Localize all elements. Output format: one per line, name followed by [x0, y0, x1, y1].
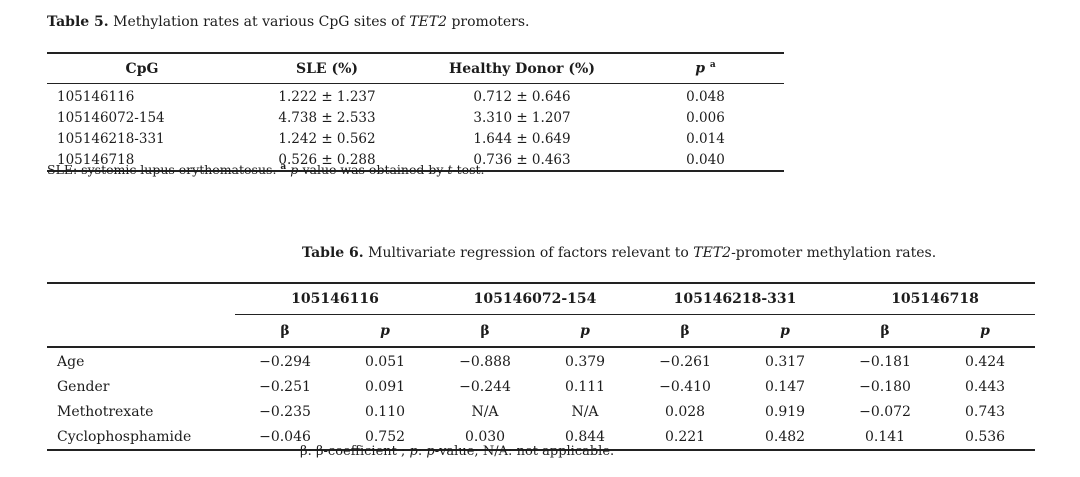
p-header: p	[335, 314, 436, 348]
table6-subheader-row: β p β p β p β p	[47, 314, 1036, 348]
beta-cell: −0.235	[259, 403, 311, 420]
p-cell: 0.317	[764, 353, 806, 370]
p-cell: 0.482	[735, 424, 836, 451]
beta-cell: N/A	[471, 403, 499, 420]
p-cell: 0.752	[335, 424, 436, 451]
p-cell: 0.379	[564, 353, 606, 370]
sle-value-cell: 1.222 ± 1.237	[278, 88, 376, 105]
table5-header-sle: SLE (%)	[237, 52, 417, 84]
beta-cell: −0.046	[235, 424, 335, 451]
p-header: p	[935, 314, 1036, 348]
p-cell: 0.051	[364, 353, 406, 370]
beta-header: β	[835, 314, 936, 348]
table5-footnote: SLE: systemic lupus erythematosus. a p-v…	[47, 162, 485, 178]
table5-header-healthy-donor: Healthy Donor (%)	[417, 52, 627, 84]
beta-cell: 0.028	[664, 403, 706, 420]
table5-header-cpg: CpG	[47, 52, 237, 84]
group-header-105146116: 105146116	[235, 282, 436, 315]
p-cell: 0.111	[564, 378, 606, 395]
beta-cell: −0.072	[859, 403, 911, 420]
p-header: p	[535, 314, 636, 348]
table6-group-header-row: 105146116 105146072-154 105146218-331 10…	[47, 282, 1036, 315]
table5-header-p-value: p a	[627, 52, 784, 84]
beta-cell: 0.030	[435, 424, 536, 451]
table5-caption: Table 5. Methylation rates at various Cp…	[47, 14, 530, 30]
factor-label-cell: Age	[57, 353, 85, 370]
group-header-105146718: 105146718	[835, 282, 1036, 315]
p-value-cell: 0.048	[686, 88, 725, 105]
beta-header: β	[235, 314, 335, 348]
beta-cell: −0.180	[859, 378, 911, 395]
table-row: 105146072-154 4.738 ± 2.533 3.310 ± 1.20…	[47, 107, 784, 128]
table6-footnote: β: β-coefficient ; p: p-value; N/A: not …	[300, 444, 615, 459]
p-cell: N/A	[571, 403, 599, 420]
healthy-value-cell: 0.736 ± 0.463	[417, 149, 627, 172]
p-cell: 0.443	[964, 378, 1006, 395]
table-row: Methotrexate −0.235 0.110 N/A N/A 0.028 …	[47, 399, 1035, 424]
beta-cell: 0.221	[635, 424, 736, 451]
p-cell: 0.424	[964, 353, 1006, 370]
p-cell: 0.091	[364, 378, 406, 395]
p-cell: 0.536	[935, 424, 1036, 451]
healthy-value-cell: 0.712 ± 0.646	[473, 88, 571, 105]
group-header-105146072-154: 105146072-154	[435, 282, 636, 315]
beta-cell: −0.410	[659, 378, 711, 395]
table-row: Gender −0.251 0.091 −0.244 0.111 −0.410 …	[47, 374, 1035, 399]
gene-name-tet2: TET2	[693, 245, 732, 261]
factor-label-cell: Methotrexate	[57, 403, 154, 420]
sle-value-cell: 4.738 ± 2.533	[278, 109, 376, 126]
p-cell: 0.743	[964, 403, 1006, 420]
table-row: Cyclophosphamide −0.046 0.752 0.030 0.84…	[47, 424, 1036, 451]
p-value-cell: 0.006	[686, 109, 725, 126]
beta-cell: −0.181	[859, 353, 911, 370]
beta-cell: −0.294	[259, 353, 311, 370]
empty-corner-cell	[47, 314, 235, 348]
gene-name-tet2: TET2	[409, 14, 448, 30]
cpg-site-cell: 105146116	[57, 88, 135, 105]
table-row: 105146218-331 1.242 ± 0.562 1.644 ± 0.64…	[47, 128, 784, 149]
beta-cell: 0.141	[835, 424, 936, 451]
beta-cell: −0.261	[659, 353, 711, 370]
table6-caption-label: Table 6.	[302, 245, 364, 261]
beta-header: β	[435, 314, 536, 348]
factor-label-cell: Gender	[57, 378, 110, 395]
healthy-value-cell: 1.644 ± 0.649	[473, 130, 571, 147]
table-row: 105146718 0.526 ± 0.288 0.736 ± 0.463 0.…	[47, 149, 784, 172]
healthy-value-cell: 3.310 ± 1.207	[473, 109, 571, 126]
sle-value-cell: 1.242 ± 0.562	[278, 130, 376, 147]
p-header: p	[735, 314, 836, 348]
table-row: Age −0.294 0.051 −0.888 0.379 −0.261 0.3…	[47, 347, 1035, 374]
beta-cell: −0.888	[459, 353, 511, 370]
empty-corner-cell	[47, 282, 235, 315]
p-cell: 0.844	[535, 424, 636, 451]
table5-methylation-rates: CpG SLE (%) Healthy Donor (%) p a 105146…	[47, 52, 784, 172]
p-value-cell: 0.014	[686, 130, 725, 147]
cpg-site-cell: 105146072-154	[57, 109, 165, 126]
sle-value-cell: 0.526 ± 0.288	[237, 149, 417, 172]
beta-cell: −0.251	[259, 378, 311, 395]
cpg-site-cell: 105146718	[47, 149, 237, 172]
table-row: 105146116 1.222 ± 1.237 0.712 ± 0.646 0.…	[47, 84, 784, 108]
beta-cell: −0.244	[459, 378, 511, 395]
p-cell: 0.919	[764, 403, 806, 420]
group-header-105146218-331: 105146218-331	[635, 282, 836, 315]
table6-caption: Table 6. Multivariate regression of fact…	[302, 245, 937, 261]
beta-header: β	[635, 314, 736, 348]
p-cell: 0.147	[764, 378, 806, 395]
p-value-cell: 0.040	[627, 149, 784, 172]
factor-label-cell: Cyclophosphamide	[47, 424, 235, 451]
p-cell: 0.110	[364, 403, 406, 420]
table5-caption-label: Table 5.	[47, 14, 109, 30]
table6-multivariate-regression: 105146116 105146072-154 105146218-331 10…	[47, 282, 1036, 451]
cpg-site-cell: 105146218-331	[57, 130, 165, 147]
table5-header-row: CpG SLE (%) Healthy Donor (%) p a	[47, 52, 784, 84]
